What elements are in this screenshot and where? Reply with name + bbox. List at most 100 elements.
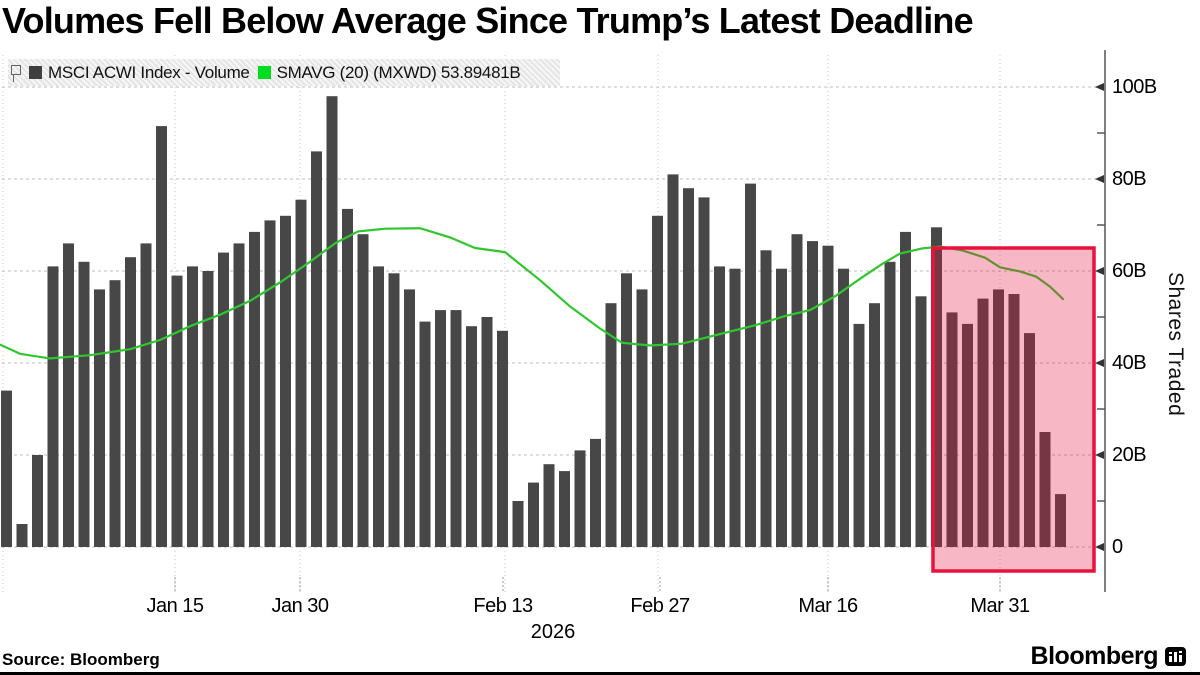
- volume-bar: [714, 266, 725, 547]
- volume-bar: [295, 199, 307, 547]
- volume-bar: [915, 296, 927, 547]
- volume-bar: [946, 312, 958, 547]
- volume-bar: [78, 261, 90, 547]
- volume-bar: [187, 266, 198, 547]
- volume-bar: [311, 151, 322, 547]
- volume-bar: [202, 271, 214, 547]
- volume-bar: [621, 273, 632, 547]
- y-axis-major-tick: [1095, 175, 1104, 183]
- y-tick-label: 100B: [1112, 76, 1157, 98]
- volume-bar: [32, 455, 43, 547]
- source-credit: Source: Bloomberg: [2, 650, 160, 669]
- volume-bar: [1, 390, 12, 547]
- x-tick-label: Jan 15: [146, 595, 204, 617]
- volume-bar: [450, 310, 462, 547]
- volume-bar: [156, 126, 167, 547]
- volume-bar: [264, 220, 276, 547]
- smavg-series-label: SMAVG (20) (MXWD) 53.89481B: [276, 62, 521, 82]
- volume-bar: [109, 280, 121, 547]
- volume-series-label: MSCI ACWI Index - Volume: [48, 62, 250, 82]
- y-tick-label: 80B: [1112, 168, 1147, 190]
- y-axis-major-tick: [1095, 359, 1104, 367]
- volume-bar: [435, 310, 446, 547]
- volume-bar: [559, 471, 570, 547]
- y-axis-major-tick: [1095, 543, 1104, 551]
- x-tick-label: Mar 31: [970, 595, 1030, 617]
- x-tick-label: Feb 27: [630, 595, 690, 617]
- bottom-rule: [0, 672, 1200, 675]
- volume-bar: [16, 524, 28, 547]
- y-axis-major-tick: [1095, 267, 1104, 275]
- volume-bar: [404, 289, 415, 547]
- chart-legend: MSCI ACWI Index - Volume SMAVG (20) (MXW…: [8, 59, 560, 86]
- volume-bar: [1039, 432, 1051, 547]
- bloomberg-chart-icon: [1165, 647, 1186, 666]
- highlight-region: [931, 246, 1096, 573]
- volume-bar: [481, 317, 493, 547]
- volume-bar: [667, 174, 679, 547]
- volume-bar: [590, 438, 601, 547]
- volume-bar: [977, 298, 989, 547]
- volume-bar: [373, 266, 384, 547]
- volume-bar: [543, 464, 555, 547]
- volume-bar: [931, 227, 942, 548]
- volume-bar: [760, 250, 772, 548]
- y-tick-label: 20B: [1112, 444, 1147, 466]
- smavg-series-swatch-icon: [257, 66, 271, 79]
- x-tick-label: Jan 30: [271, 595, 329, 617]
- volume-bar: [745, 183, 756, 547]
- y-axis-title: Shares Traded: [1164, 271, 1187, 417]
- volume-bar: [698, 197, 710, 547]
- volume-bar: [466, 326, 477, 547]
- x-tick-label: Feb 13: [473, 595, 533, 617]
- volume-bar: [357, 234, 369, 547]
- volume-bar: [574, 450, 586, 547]
- volume-bar: [388, 273, 400, 547]
- volume-bar: [776, 268, 787, 547]
- y-axis-major-tick: [1095, 451, 1104, 459]
- volume-bar: [497, 330, 508, 547]
- volume-bar: [1008, 294, 1020, 547]
- volume-bar: [63, 243, 74, 547]
- x-tick-label: Mar 16: [798, 595, 858, 617]
- volume-bar: [1055, 494, 1066, 547]
- volume-bar: [528, 482, 539, 547]
- volume-bar: [869, 303, 880, 547]
- volume-bar: [233, 243, 245, 547]
- legend-track-icon: [11, 64, 21, 82]
- volume-bar: [280, 215, 291, 548]
- volume-bar: [993, 289, 1004, 547]
- volume-bar: [853, 323, 865, 547]
- volume-bar: [94, 289, 105, 547]
- y-tick-label: 0: [1112, 536, 1123, 558]
- volume-bar: [512, 501, 524, 547]
- volume-bar: [683, 188, 694, 547]
- volume-bar: [652, 215, 663, 548]
- volume-bar: [218, 252, 229, 547]
- y-tick-label: 60B: [1112, 260, 1147, 282]
- chart-canvas: [0, 50, 1106, 592]
- volume-bar: [791, 234, 803, 547]
- volume-bar: [729, 268, 741, 547]
- volume-bar: [900, 231, 911, 547]
- volume-bar: [342, 208, 353, 547]
- volume-bar: [838, 268, 849, 547]
- bloomberg-logo: Bloomberg: [1031, 642, 1186, 671]
- volume-bar: [419, 321, 431, 547]
- volume-bar: [125, 257, 136, 547]
- x-axis-year-label: 2026: [530, 621, 576, 643]
- volume-bar: [1024, 333, 1035, 547]
- volume-series-swatch-icon: [29, 66, 42, 79]
- volume-bar: [636, 289, 648, 547]
- volume-bar: [884, 261, 896, 547]
- volume-bar: [807, 241, 818, 547]
- volume-bar: [605, 303, 617, 547]
- bloomberg-wordmark: Bloomberg: [1030, 642, 1159, 670]
- volume-bar: [249, 231, 260, 547]
- volume-bar: [47, 266, 59, 547]
- chart-title: Volumes Fell Below Average Since Trump’s…: [2, 0, 974, 41]
- volume-bar: [171, 275, 183, 547]
- volume-bar: [962, 323, 973, 547]
- y-axis-major-tick: [1095, 83, 1104, 91]
